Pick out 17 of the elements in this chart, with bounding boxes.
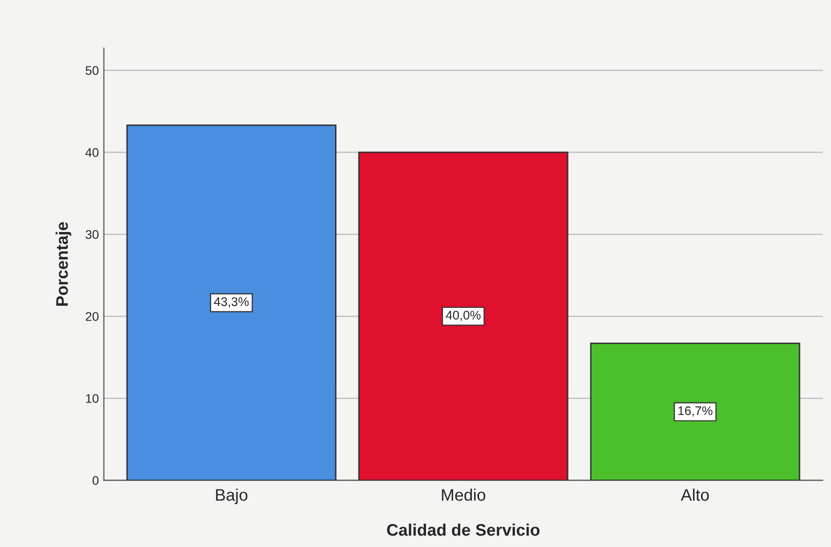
x-tick-label: Alto (680, 488, 709, 501)
bar (358, 152, 568, 480)
y-tick-label: 50 (86, 66, 99, 75)
y-axis-title: Porcentaje (56, 222, 72, 306)
y-tick-label: 40 (85, 148, 99, 157)
data-label: 16,7% (678, 406, 712, 417)
y-tick-label: 10 (86, 394, 99, 403)
x-tick-label: Medio (442, 488, 486, 501)
data-label: 43,3% (214, 297, 249, 308)
bar (590, 342, 800, 480)
y-tick-label: 0 (92, 476, 99, 485)
data-label: 40,0% (446, 310, 481, 322)
y-tick-label: 20 (86, 312, 99, 321)
x-tick-label: Bajo (216, 488, 248, 504)
y-tick-label: 30 (86, 230, 99, 239)
bar (126, 124, 336, 480)
x-axis-title: Calidad de Servicio (387, 524, 540, 536)
